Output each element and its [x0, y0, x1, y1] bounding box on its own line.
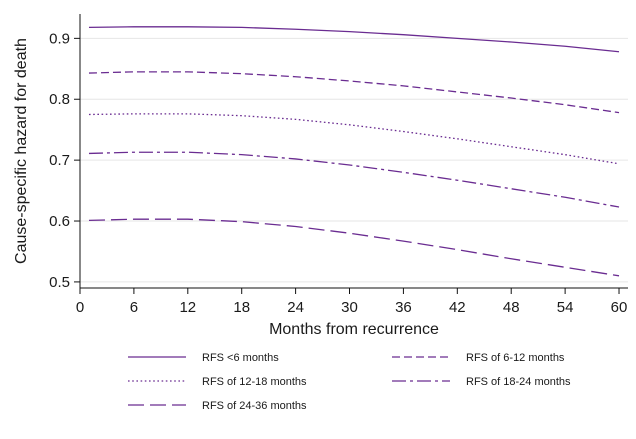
y-tick-label: 0.8: [49, 91, 70, 108]
legend: RFS <6 months RFS of 6-12 months RFS of 12…: [128, 352, 571, 412]
series-line-2: [88, 71, 620, 114]
ticks: 0.5 0.6 0.7 0.8 0.9 0 6 12 18 24 30 36 42 48 54 60: [49, 30, 627, 316]
x-tick-label: 6: [130, 299, 138, 316]
y-axis-title: Cause-specific hazard for death: [13, 38, 30, 264]
x-axis-title: Months from recurrence: [269, 321, 439, 338]
series-lines: [88, 26, 620, 277]
series-line-4: [88, 151, 620, 208]
x-tick-label: 48: [503, 299, 520, 316]
x-tick-label: 60: [611, 299, 628, 316]
x-tick-label: 36: [395, 299, 412, 316]
legend-label-2: RFS of 6-12 months: [466, 352, 565, 364]
legend-label-4: RFS of 18-24 months: [466, 376, 571, 388]
legend-label-3: RFS of 12-18 months: [202, 376, 307, 388]
legend-label-5: RFS of 24-36 months: [202, 400, 307, 412]
grid: [80, 37, 628, 283]
y-tick-label: 0.5: [49, 274, 70, 291]
x-tick-label: 18: [233, 299, 250, 316]
y-tick-label: 0.9: [49, 30, 70, 47]
x-tick-label: 42: [449, 299, 466, 316]
series-line-3: [88, 113, 620, 165]
series-line-1: [88, 26, 620, 53]
x-tick-label: 0: [76, 299, 84, 316]
series-line-5: [88, 218, 620, 277]
x-tick-label: 24: [287, 299, 304, 316]
x-tick-label: 12: [179, 299, 196, 316]
x-tick-label: 54: [557, 299, 574, 316]
y-tick-label: 0.7: [49, 152, 70, 169]
legend-label-1: RFS <6 months: [202, 352, 279, 364]
axes: [79, 14, 628, 289]
x-tick-label: 30: [341, 299, 358, 316]
y-tick-label: 0.6: [49, 213, 70, 230]
